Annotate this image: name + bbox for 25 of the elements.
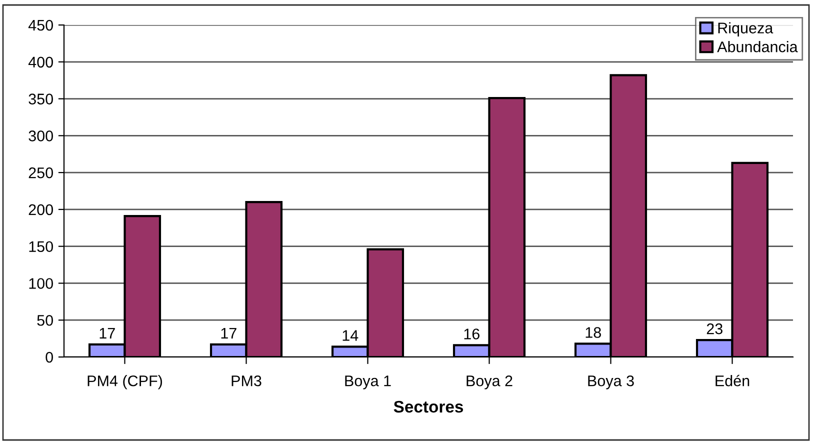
x-tick-label: Boya 3: [588, 375, 634, 390]
y-tick-label: 50: [37, 314, 53, 326]
y-tick-label: 450: [28, 20, 53, 31]
x-tick-label: Boya 2: [466, 375, 512, 390]
data-label: 23: [706, 323, 722, 334]
x-tick-label: PM3: [232, 375, 262, 386]
data-label: 17: [100, 328, 115, 339]
x-axis-title: Sectores: [394, 400, 464, 413]
y-tick-label: 250: [28, 167, 53, 178]
y-tick-label: 350: [28, 94, 53, 104]
data-label: 17: [221, 328, 236, 339]
data-label: 18: [586, 327, 601, 338]
y-tick-label: 300: [28, 130, 53, 142]
y-tick-label: 0: [46, 352, 53, 363]
x-tick-label: PM4 (CPF): [88, 375, 162, 390]
legend-label: Abundancia: [717, 41, 798, 52]
legend-label: Riqueza: [718, 22, 774, 36]
data-label: 16: [464, 328, 480, 340]
y-tick-label: 150: [29, 241, 53, 252]
x-tick-label: Edén: [716, 374, 750, 386]
y-tick-label: 100: [29, 278, 53, 289]
data-label: 14: [342, 330, 358, 341]
y-tick-label: 400: [28, 56, 53, 68]
x-tick-label: Boya 1: [345, 376, 391, 390]
y-tick-label: 200: [28, 204, 53, 216]
